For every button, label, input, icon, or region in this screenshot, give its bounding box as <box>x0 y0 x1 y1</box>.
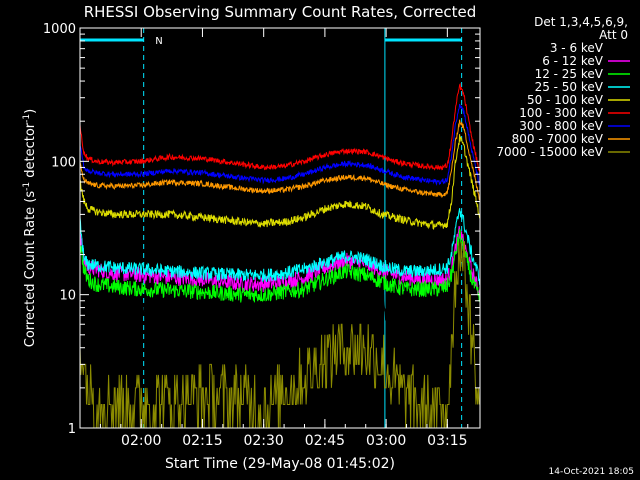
y-axis-label: Corrected Count Rate (s-1 detector-1) <box>22 109 38 347</box>
series-lines <box>79 82 481 429</box>
series-line <box>79 82 481 172</box>
legend-entry-label: 800 - 7000 keV <box>512 132 604 146</box>
legend-entry-label: 7000 - 15000 keV <box>496 145 603 159</box>
legend-entry-label: 100 - 300 keV <box>519 106 603 120</box>
legend-header-line-1: Det 1,3,4,5,6,9, <box>534 15 628 29</box>
x-tick-label: 03:00 <box>366 433 406 449</box>
y-tick-label: 1 <box>68 422 76 437</box>
x-axis-label: Start Time (29-May-08 01:45:02) <box>165 456 395 472</box>
footer-timestamp: 14-Oct-2021 18:05 <box>549 467 634 477</box>
x-tick-label: 02:45 <box>305 433 345 449</box>
x-tick-label: 02:30 <box>243 433 283 449</box>
series-line <box>79 228 481 303</box>
series-line <box>79 119 481 201</box>
legend-entry-label: 300 - 800 keV <box>519 119 603 133</box>
x-tick-label: 03:15 <box>427 433 467 449</box>
series-line <box>79 103 481 186</box>
series-line <box>79 208 481 285</box>
x-tick-label: 02:00 <box>121 433 161 449</box>
series-line <box>79 241 480 429</box>
series-line <box>79 134 481 231</box>
y-tick-label: 10 <box>59 289 76 304</box>
series-line <box>79 248 481 346</box>
y-tick-label: 100 <box>51 155 76 170</box>
legend-header-line-2: Att 0 <box>599 28 628 42</box>
plot-frame <box>79 27 481 429</box>
legend-entry-label: 25 - 50 keV <box>535 80 604 94</box>
legend-entry-label: 50 - 100 keV <box>527 93 604 107</box>
night-marker-label: N <box>155 36 162 47</box>
legend-entry-label: 3 - 6 keV <box>550 41 604 55</box>
y-tick-label: 1000 <box>43 22 76 37</box>
chart-title: RHESSI Observing Summary Count Rates, Co… <box>84 3 477 21</box>
legend-entry-label: 12 - 25 keV <box>535 67 604 81</box>
x-tick-label: 02:15 <box>182 433 222 449</box>
axis-ticks: 02:00 02:15 02:30 02:45 03:00 03:15 1 10 100 1000 <box>43 22 480 449</box>
legend-entry-label: 6 - 12 keV <box>542 54 604 68</box>
